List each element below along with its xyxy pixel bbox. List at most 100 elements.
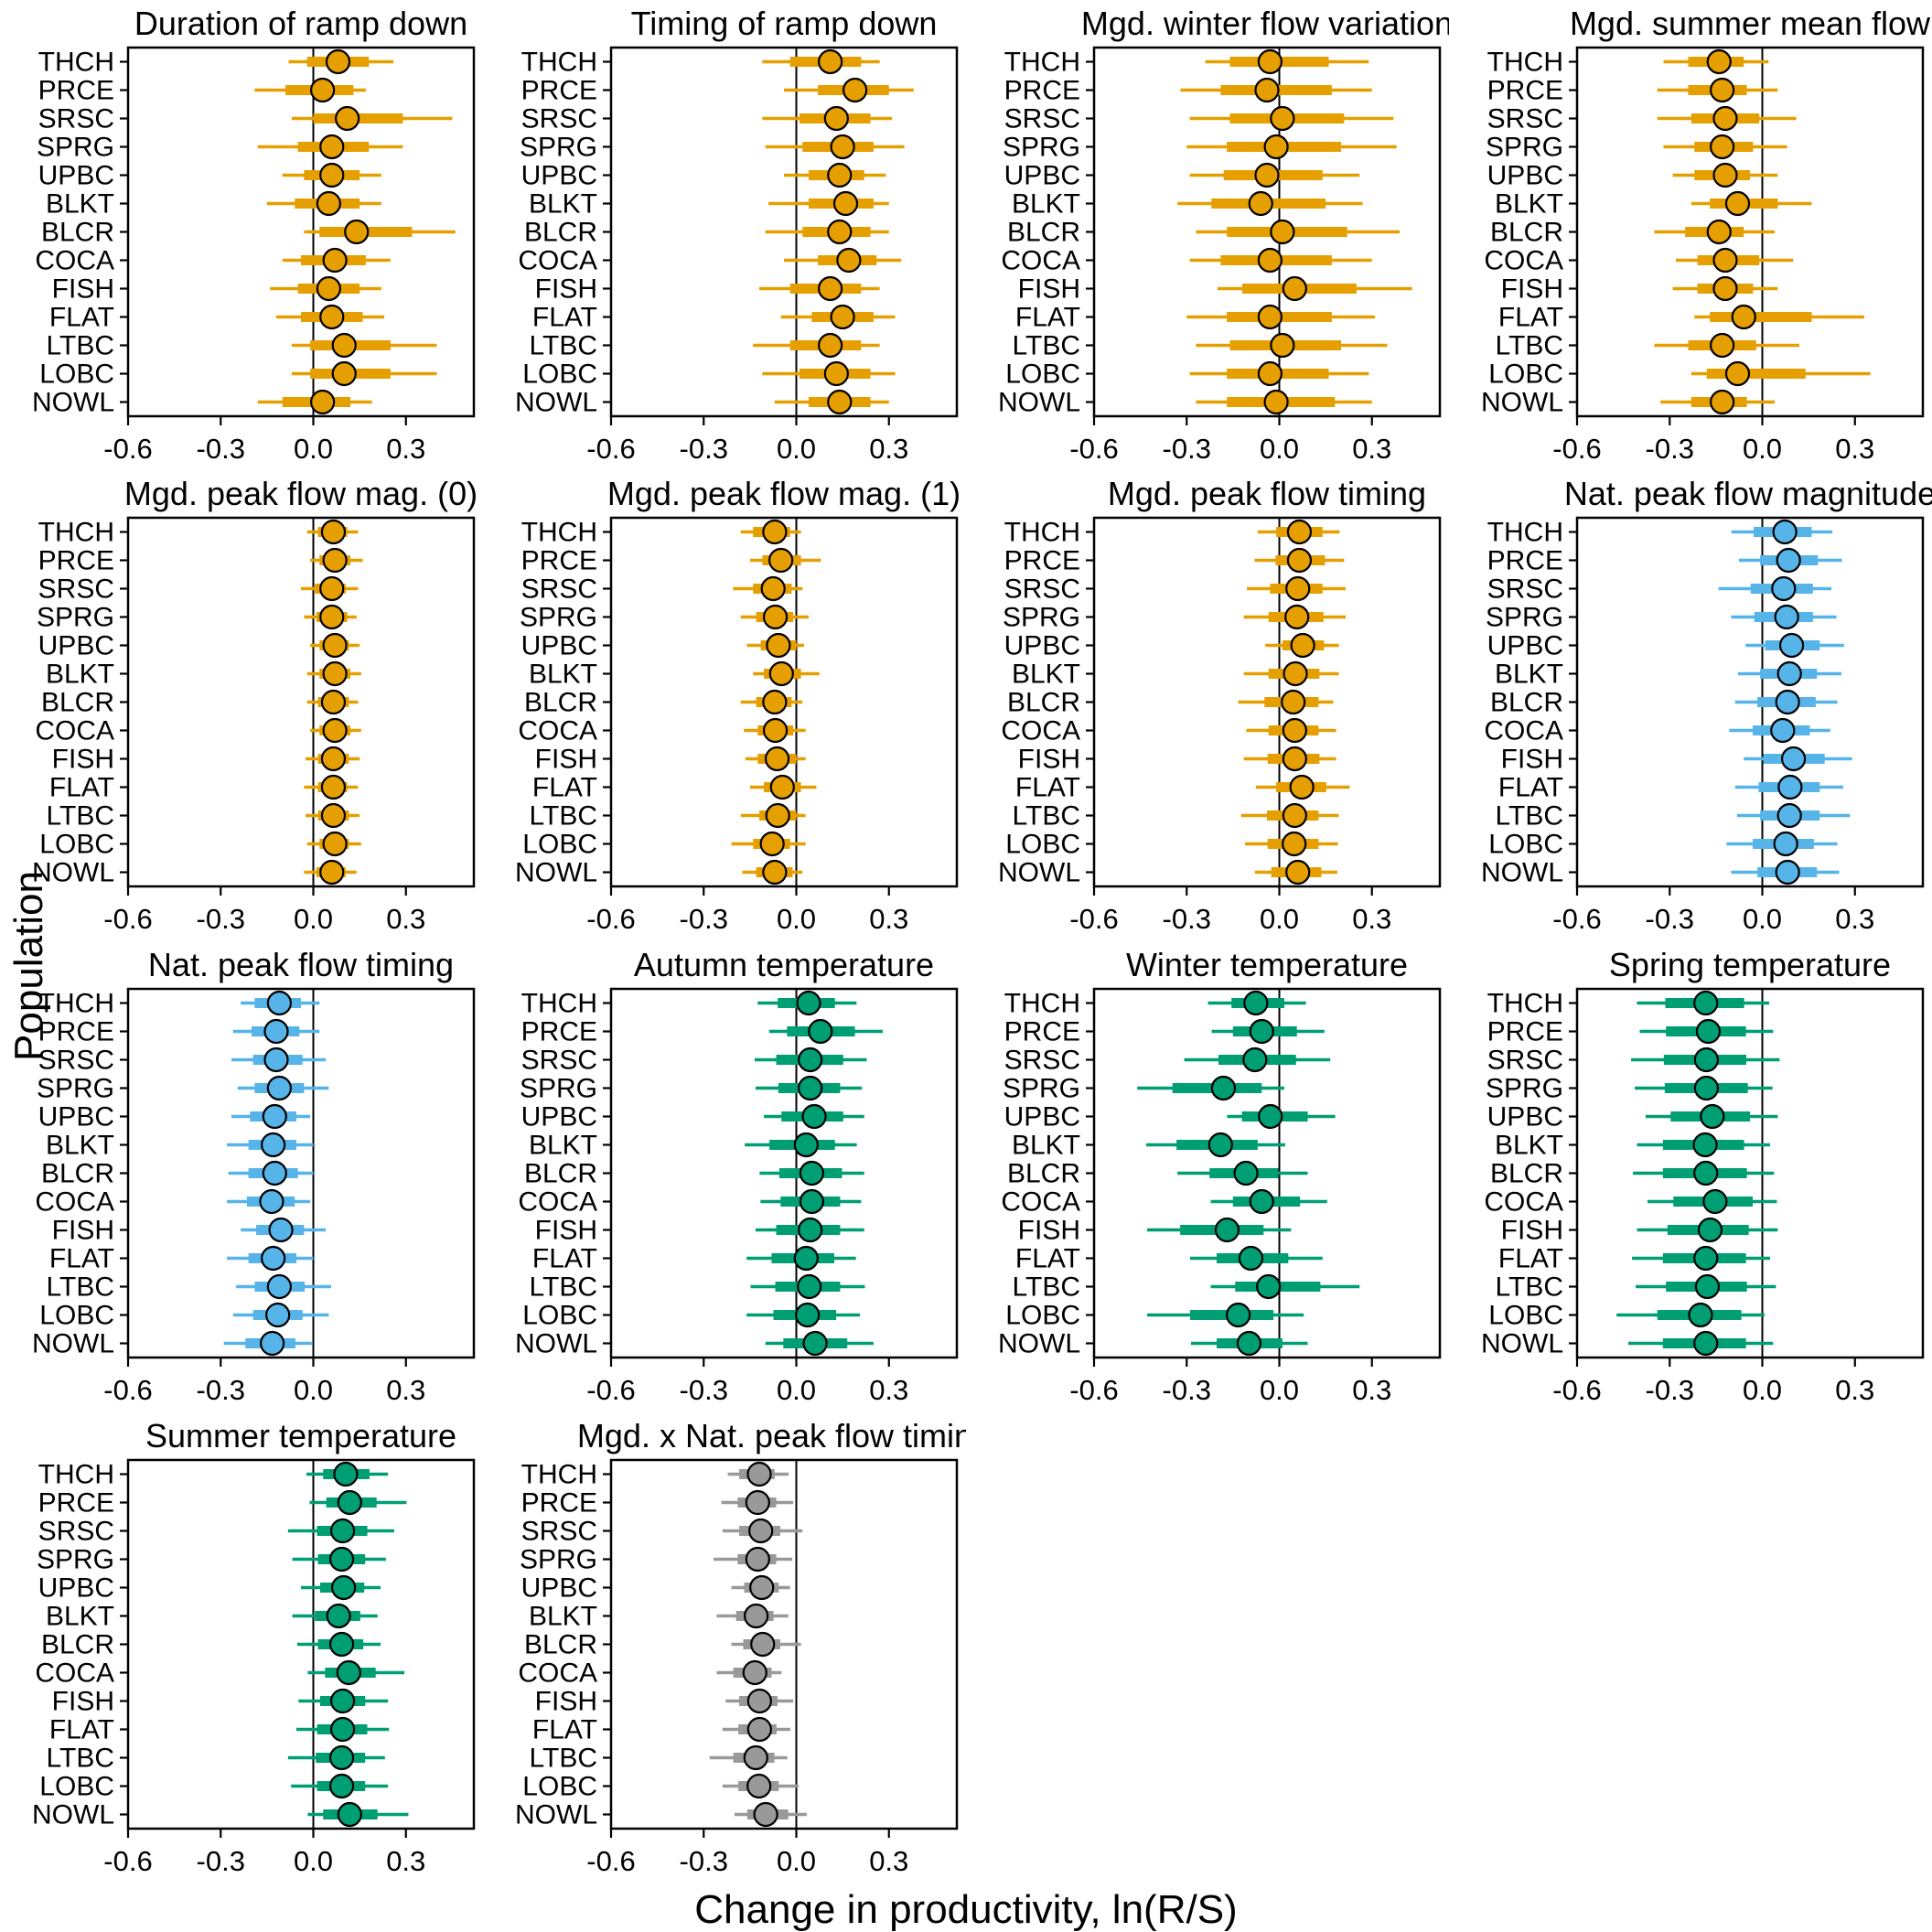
median-point — [746, 1773, 772, 1799]
median-point — [1257, 304, 1283, 330]
median-point — [265, 1302, 291, 1328]
population-tick-label: SPRG — [520, 1545, 597, 1575]
x-tick-label: -0.6 — [103, 903, 152, 935]
median-point — [753, 1801, 778, 1828]
median-point — [1270, 332, 1295, 359]
median-point — [1700, 1103, 1725, 1130]
population-tick-label: PRCE — [521, 1017, 597, 1047]
population-tick-label: UPBC — [1487, 161, 1563, 191]
population-tick-label: LTBC — [1013, 801, 1080, 832]
x-tick-label: -0.6 — [103, 433, 152, 465]
panel-title: Autumn temperature — [634, 946, 934, 983]
population-tick-label: SPRG — [520, 603, 597, 633]
panel-nat-peak-flow-timing: Nat. peak flow timing THCHPRCESRSCSPRGUPB… — [32, 946, 476, 1406]
population-tick-label: NOWL — [32, 858, 114, 888]
median-point — [1283, 660, 1308, 687]
population-tick-label: LTBC — [530, 1744, 597, 1774]
population-tick-label: LOBC — [1005, 830, 1080, 860]
population-tick-label: FISH — [1018, 274, 1080, 305]
median-point — [320, 746, 347, 772]
median-point — [830, 304, 855, 330]
population-tick-label: FLAT — [49, 1715, 114, 1745]
median-point — [319, 304, 345, 330]
median-point — [322, 632, 348, 659]
population-tick-label: COCA — [1484, 716, 1563, 746]
median-point — [1290, 632, 1315, 659]
population-tick-label: SRSC — [521, 574, 597, 605]
x-tick-label: -0.6 — [1552, 1374, 1601, 1406]
median-point — [331, 332, 357, 359]
population-tick-label: PRCE — [1487, 1017, 1563, 1047]
median-point — [266, 1075, 292, 1101]
population-tick-label: SRSC — [1487, 104, 1563, 134]
median-point — [818, 48, 843, 75]
panel-autumn-temperature: Autumn temperatureTHCHPRCESRSCSPRGUPBCBL… — [515, 946, 959, 1406]
panel-summer-temperature: Summer temperatureTHCHPRCESRSCSPRGUPBCBL… — [32, 1417, 476, 1877]
population-tick-label: FLAT — [1015, 1244, 1080, 1274]
population-tick-label: COCA — [1484, 246, 1563, 276]
panel-frame — [609, 46, 959, 418]
median-point — [746, 1716, 772, 1743]
x-tick-label: 0.0 — [777, 1845, 816, 1877]
median-point — [329, 1688, 356, 1714]
x-tick-label: 0.0 — [777, 433, 816, 465]
median-point — [1702, 1188, 1728, 1215]
population-tick-label: BLKT — [1495, 1131, 1563, 1161]
x-tick-label: 0.0 — [1260, 1374, 1299, 1406]
population-tick-label: PRCE — [521, 546, 597, 576]
x-tick-label: 0.0 — [294, 1845, 333, 1877]
panel-mgd-summer-mean-flow: Mgd. summer mean flowTHCHPRCESRSCSPRGUPB… — [1481, 5, 1931, 465]
population-tick-label: FISH — [535, 1216, 597, 1246]
median-point — [328, 1631, 355, 1658]
median-point — [1256, 1273, 1282, 1300]
population-tick-label: COCA — [1001, 1187, 1080, 1218]
median-point — [261, 1132, 286, 1158]
x-tick-label: 0.0 — [1743, 903, 1782, 935]
panel-frame — [1092, 46, 1442, 418]
median-point — [1724, 360, 1751, 387]
median-point — [1257, 247, 1283, 274]
population-tick-label: BLCR — [41, 218, 114, 248]
population-tick-label: THCH — [38, 48, 114, 78]
population-tick-label: THCH — [38, 1460, 114, 1490]
median-point — [1706, 48, 1732, 75]
population-tick-label: FLAT — [49, 1244, 114, 1274]
median-point — [320, 689, 347, 715]
median-point — [1282, 746, 1307, 772]
x-tick-label: 0.3 — [386, 433, 425, 465]
median-point — [330, 1574, 357, 1601]
panel-timing-of-ramp-down: Timing of ramp downTHCHPRCESRSCSPRGUPBCB… — [515, 5, 959, 465]
median-point — [843, 77, 868, 103]
median-point — [1710, 389, 1735, 415]
x-tick-label: 0.3 — [1835, 1374, 1874, 1406]
x-tick-label: -0.3 — [1163, 433, 1211, 465]
x-tick-label: 0.3 — [869, 433, 908, 465]
population-tick-label: LOBC — [39, 1772, 114, 1802]
x-tick-label: -0.6 — [586, 433, 635, 465]
x-tick-label: -0.6 — [586, 903, 635, 935]
population-tick-label: LTBC — [47, 331, 114, 361]
x-tick-label: 0.0 — [294, 1374, 333, 1406]
population-tick-label: NOWL — [998, 858, 1080, 888]
panel-title: Timing of ramp down — [631, 5, 938, 42]
median-point — [319, 134, 345, 160]
population-tick-label: LTBC — [1496, 801, 1563, 832]
population-tick-label: COCA — [35, 716, 114, 746]
population-tick-label: UPBC — [521, 1102, 597, 1132]
panel-frame — [609, 516, 959, 888]
median-point — [331, 360, 357, 387]
median-point — [765, 802, 790, 829]
median-point — [1214, 1217, 1240, 1243]
population-tick-label: FISH — [535, 1687, 597, 1717]
median-point — [322, 717, 348, 744]
median-point — [263, 1018, 289, 1045]
population-tick-label: LTBC — [1013, 331, 1080, 361]
population-tick-label: THCH — [1487, 989, 1563, 1019]
median-point — [1693, 1046, 1720, 1073]
population-tick-label: FISH — [52, 274, 114, 305]
x-tick-label: 0.3 — [386, 1845, 425, 1877]
median-point — [818, 275, 843, 302]
population-tick-label: UPBC — [38, 631, 114, 661]
median-point — [746, 1688, 772, 1714]
